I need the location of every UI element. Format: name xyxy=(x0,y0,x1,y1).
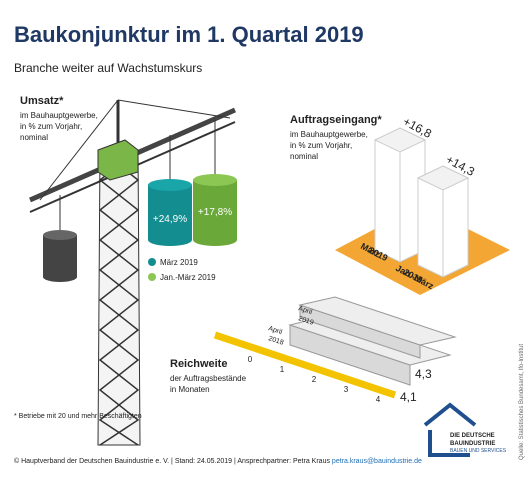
umsatz-value: +17,8% xyxy=(198,207,232,218)
logo-text: DIE DEUTSCHE xyxy=(450,433,495,439)
umsatz-description: in % zum Vorjahr, xyxy=(20,122,82,131)
bucket-march xyxy=(148,179,192,246)
crane-cabin xyxy=(97,139,139,181)
order-column xyxy=(373,127,427,263)
umsatz-description: nominal xyxy=(20,133,48,142)
logo-text: BAUINDUSTRIE xyxy=(450,441,495,447)
reach-value: 4,3 xyxy=(415,367,432,381)
crane xyxy=(28,99,237,446)
reach-label: 2019 xyxy=(297,315,314,327)
legend-label: Jan.-März 2019 xyxy=(160,273,216,282)
credit: © Hauptverband der Deutschen Bauindustri… xyxy=(14,457,422,465)
ruler-label: 1 xyxy=(280,365,285,374)
legend-swatch xyxy=(148,258,156,266)
reach-label: April xyxy=(267,325,283,336)
reach-label: 2018 xyxy=(267,335,284,347)
reach-label: April xyxy=(297,305,313,316)
reach-value: 4,1 xyxy=(400,390,417,404)
order-description: nominal xyxy=(290,152,318,161)
barrel xyxy=(43,230,77,282)
umsatz-heading: Umsatz* xyxy=(20,95,64,107)
legend-swatch xyxy=(148,273,156,281)
logo xyxy=(423,402,477,457)
order-description: im Bauhauptgewerbe, xyxy=(290,130,368,139)
order-description: in % zum Vorjahr, xyxy=(290,141,352,150)
umsatz-description: im Bauhauptgewerbe, xyxy=(20,111,98,120)
reach-description: der Auftragsbestände xyxy=(170,374,247,383)
ruler-label: 3 xyxy=(344,385,349,394)
credit-text: © Hauptverband der Deutschen Bauindustri… xyxy=(14,457,330,465)
legend-label: März 2019 xyxy=(160,258,198,267)
footnote: * Betriebe mit 20 und mehr Beschäftigten xyxy=(14,413,142,420)
blocks xyxy=(288,296,457,386)
ruler-label: 4 xyxy=(376,395,381,404)
reach-description: in Monaten xyxy=(170,385,210,394)
order-column xyxy=(416,165,470,278)
email[interactable]: petra.kraus@bauindustrie.de xyxy=(332,458,422,465)
bucket-jan-march xyxy=(193,174,237,246)
ruler-label: 2 xyxy=(312,375,317,384)
ruler xyxy=(213,331,397,399)
order-heading: Auftragseingang* xyxy=(290,114,382,126)
ruler-label: 0 xyxy=(248,355,253,364)
source: Quelle: Statistisches Bundesamt, Ifo-Ins… xyxy=(519,344,525,460)
reach-heading: Reichweite xyxy=(170,358,227,370)
logo-text: BAUEN UND SERVICES xyxy=(450,448,507,454)
title: Baukonjunktur im 1. Quartal 2019 xyxy=(14,22,364,47)
subtitle: Branche weiter auf Wachstumskurs xyxy=(14,61,202,75)
umsatz-value: +24,9% xyxy=(153,214,187,225)
